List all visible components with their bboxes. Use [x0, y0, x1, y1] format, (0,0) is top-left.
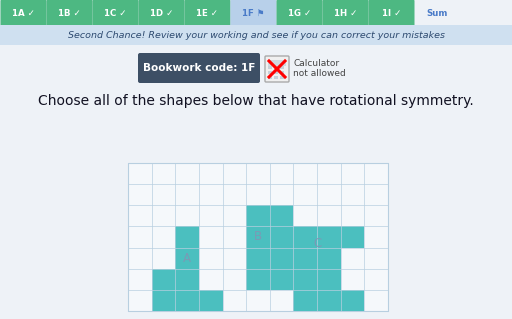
- Bar: [246, 248, 270, 269]
- Text: B: B: [254, 231, 262, 243]
- FancyBboxPatch shape: [1, 0, 47, 26]
- Bar: [280, 71, 284, 74]
- Text: 1A ✓: 1A ✓: [12, 9, 35, 18]
- Bar: [270, 248, 293, 269]
- Bar: [293, 248, 317, 269]
- FancyBboxPatch shape: [93, 0, 139, 26]
- Bar: [317, 269, 340, 290]
- Bar: [293, 269, 317, 290]
- Text: 1G ✓: 1G ✓: [288, 9, 311, 18]
- Bar: [0, 25, 512, 45]
- Bar: [317, 226, 340, 248]
- FancyBboxPatch shape: [184, 0, 230, 26]
- Bar: [274, 76, 278, 79]
- FancyBboxPatch shape: [369, 0, 415, 26]
- Bar: [152, 269, 175, 290]
- Text: A: A: [183, 252, 191, 265]
- Bar: [340, 290, 365, 311]
- Bar: [293, 226, 317, 248]
- Text: Sum: Sum: [427, 9, 448, 18]
- Bar: [128, 163, 388, 311]
- FancyBboxPatch shape: [276, 0, 323, 26]
- Text: 1F ⚑: 1F ⚑: [242, 9, 265, 18]
- FancyBboxPatch shape: [47, 0, 93, 26]
- Bar: [280, 66, 284, 69]
- Text: 1C ✓: 1C ✓: [104, 9, 127, 18]
- Text: 1H ✓: 1H ✓: [334, 9, 357, 18]
- Bar: [270, 205, 293, 226]
- Bar: [175, 290, 199, 311]
- Bar: [317, 290, 340, 311]
- FancyBboxPatch shape: [323, 0, 369, 26]
- Bar: [317, 248, 340, 269]
- Text: Calculator: Calculator: [293, 58, 339, 68]
- Bar: [274, 66, 278, 69]
- Bar: [270, 226, 293, 248]
- Text: 1B ✓: 1B ✓: [58, 9, 81, 18]
- Text: 1E ✓: 1E ✓: [197, 9, 219, 18]
- Bar: [293, 290, 317, 311]
- Bar: [199, 290, 223, 311]
- Text: Bookwork code: 1F: Bookwork code: 1F: [143, 63, 255, 73]
- Text: Choose all of the shapes below that have rotational symmetry.: Choose all of the shapes below that have…: [38, 94, 474, 108]
- FancyBboxPatch shape: [138, 53, 260, 83]
- Bar: [175, 248, 199, 269]
- Bar: [175, 269, 199, 290]
- Bar: [268, 60, 286, 66]
- FancyBboxPatch shape: [230, 0, 276, 26]
- Bar: [340, 226, 365, 248]
- Bar: [246, 226, 270, 248]
- FancyBboxPatch shape: [265, 56, 289, 82]
- Text: 1I ✓: 1I ✓: [382, 9, 401, 18]
- Text: C: C: [313, 237, 321, 250]
- Text: not allowed: not allowed: [293, 69, 346, 78]
- Bar: [246, 269, 270, 290]
- Bar: [246, 205, 270, 226]
- Bar: [152, 290, 175, 311]
- Bar: [274, 71, 278, 74]
- Bar: [280, 76, 284, 79]
- Bar: [268, 66, 272, 69]
- Bar: [268, 71, 272, 74]
- Bar: [268, 76, 272, 79]
- Text: Second Chance! Review your working and see if you can correct your mistakes: Second Chance! Review your working and s…: [68, 31, 444, 40]
- Text: 1D ✓: 1D ✓: [150, 9, 173, 18]
- Bar: [175, 226, 199, 248]
- Bar: [270, 269, 293, 290]
- FancyBboxPatch shape: [139, 0, 184, 26]
